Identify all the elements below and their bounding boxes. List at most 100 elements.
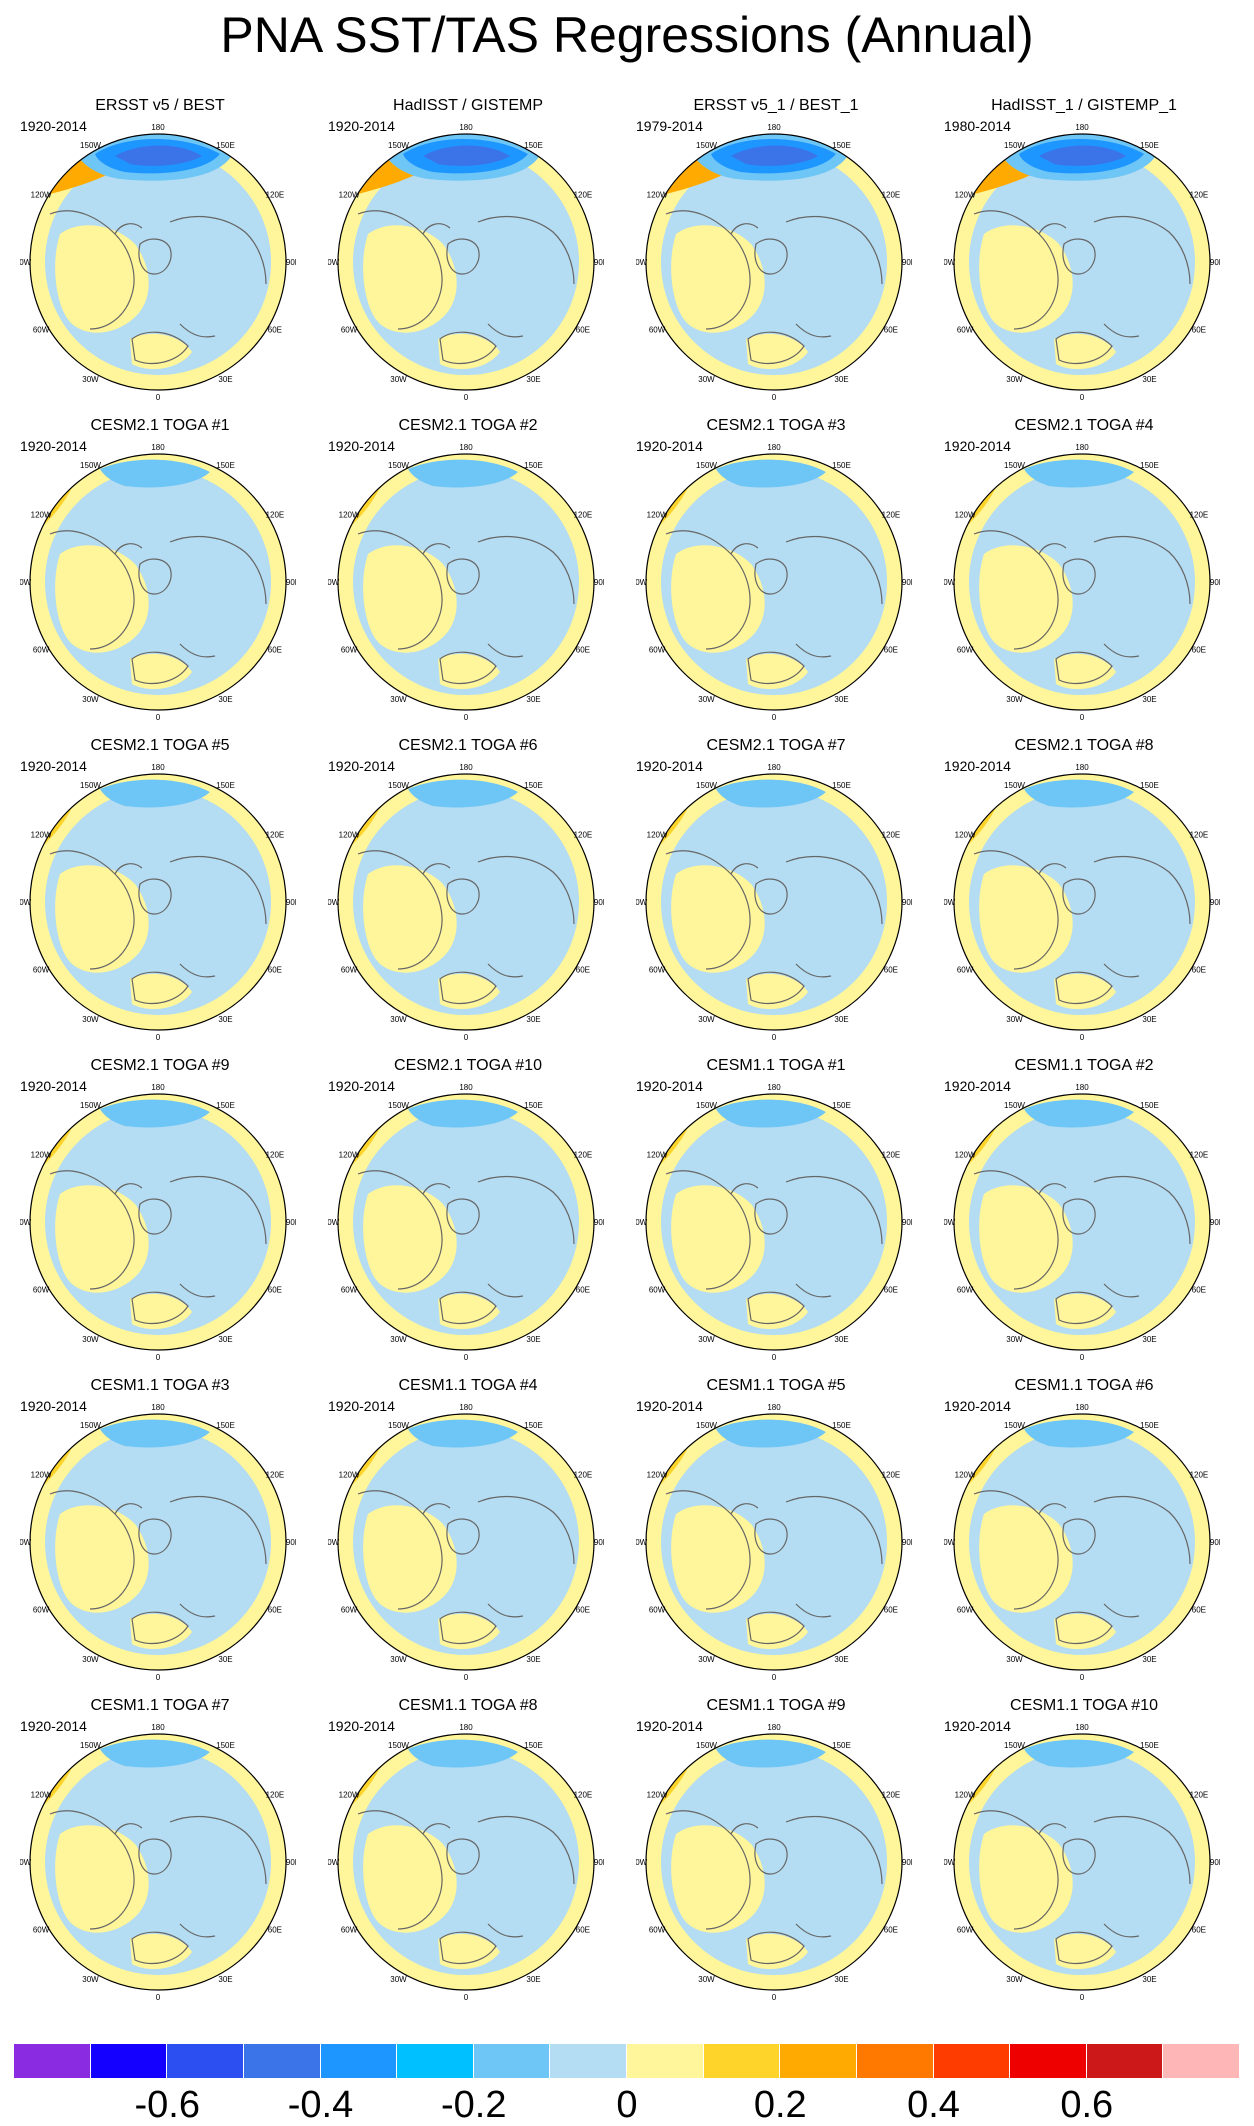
panel-title: ERSST v5 / BEST <box>95 97 225 114</box>
longitude-label: 150W <box>80 1741 101 1750</box>
map-border <box>337 1733 595 1991</box>
coastline-europe <box>439 1611 497 1645</box>
coastline-eurasia <box>785 1495 883 1618</box>
longitude-label: 60W <box>649 1606 666 1615</box>
longitude-label: 150E <box>216 1421 235 1430</box>
cold-anomaly-core <box>1039 145 1126 166</box>
coastline-europe <box>1055 331 1113 365</box>
coastline-north-america <box>973 850 1067 970</box>
longitude-label: 30E <box>218 1975 232 1984</box>
cold-anomaly-core <box>1024 1419 1134 1448</box>
longitude-label: 90W <box>944 898 956 907</box>
longitude-label: 90E <box>286 258 296 267</box>
europe-region <box>746 973 808 1010</box>
map-border <box>645 1733 903 1991</box>
panel-period: 1920-2014 <box>636 758 703 774</box>
north-america-region <box>979 865 1073 973</box>
panel-period: 1920-2014 <box>636 438 703 454</box>
longitude-label: 60E <box>884 646 898 655</box>
cold-anomaly-core <box>100 1419 210 1448</box>
longitude-label: 0 <box>464 1673 469 1680</box>
longitude-label: 90E <box>1210 1858 1220 1867</box>
longitude-label: 30W <box>82 1335 99 1344</box>
coastline-eurasia <box>169 535 267 658</box>
longitude-label: 150W <box>388 461 409 470</box>
north-america-region <box>55 1505 149 1613</box>
map-border <box>29 773 287 1031</box>
coastline-greenland <box>446 1838 480 1875</box>
longitude-label: 150W <box>1004 141 1025 150</box>
longitude-label: 120E <box>574 1151 593 1160</box>
longitude-label: 120E <box>266 511 285 520</box>
longitude-label: 90W <box>20 898 32 907</box>
coastline-north-america <box>665 530 759 650</box>
europe-region <box>1054 653 1116 690</box>
longitude-label: 0 <box>1080 393 1085 400</box>
panel-title: CESM2.1 TOGA #8 <box>1014 737 1154 754</box>
longitude-label: 60E <box>884 326 898 335</box>
longitude-label: 90E <box>1210 578 1220 587</box>
coastline-north-america <box>973 1810 1067 1930</box>
longitude-label: 30W <box>698 1655 715 1664</box>
longitude-label: 30W <box>390 1335 407 1344</box>
cold-anomaly-core <box>716 459 826 488</box>
longitude-label: 0 <box>464 713 469 720</box>
longitude-label: 0 <box>156 1353 161 1360</box>
cold-anomaly-core <box>100 779 210 808</box>
coastline-north-america <box>49 1170 143 1290</box>
panel-period: 1920-2014 <box>636 1718 703 1734</box>
longitude-label: 120E <box>1190 191 1209 200</box>
longitude-label: 60E <box>1192 1926 1206 1935</box>
colorbar-swatch <box>703 2044 781 2078</box>
coastline-greenland <box>446 238 480 275</box>
longitude-label: 150E <box>832 781 851 790</box>
coastline-europe <box>747 971 805 1005</box>
longitude-label: 60W <box>33 1926 50 1935</box>
longitude-label: 90W <box>636 1858 648 1867</box>
longitude-label: 120E <box>882 1791 901 1800</box>
map-border <box>953 453 1211 711</box>
longitude-label: 30W <box>82 1015 99 1024</box>
longitude-label: 150E <box>216 461 235 470</box>
longitude-label: 0 <box>464 1993 469 2000</box>
longitude-label: 120W <box>31 1151 52 1160</box>
longitude-label: 30E <box>526 1975 540 1984</box>
longitude-label: 150E <box>832 461 851 470</box>
europe-region <box>746 1933 808 1970</box>
cold-anomaly-core <box>100 1739 210 1768</box>
longitude-label: 90E <box>1210 1218 1220 1227</box>
eurasia-region <box>473 861 572 980</box>
longitude-label: 90W <box>20 1218 32 1227</box>
longitude-label: 30W <box>1006 375 1023 384</box>
coastline-greenland <box>138 1518 172 1555</box>
europe-region <box>438 653 500 690</box>
longitude-label: 30W <box>698 1335 715 1344</box>
longitude-label: 150E <box>1140 781 1159 790</box>
longitude-label: 150W <box>696 461 717 470</box>
longitude-label: 90W <box>328 1218 340 1227</box>
longitude-label: 30W <box>82 1655 99 1664</box>
longitude-label: 120E <box>266 831 285 840</box>
longitude-label: 60E <box>268 646 282 655</box>
coastline-north-america <box>357 210 451 330</box>
longitude-label: 120E <box>1190 511 1209 520</box>
coastline-north-america <box>973 1490 1067 1610</box>
polar-map: 180 150E 120E 90E 60E 30E 0 30W 60W 90W 120W 150W <box>636 1724 912 2000</box>
eurasia-region <box>1089 1821 1188 1940</box>
longitude-label: 150E <box>832 141 851 150</box>
longitude-label: 60W <box>649 326 666 335</box>
longitude-label: 60E <box>884 1286 898 1295</box>
longitude-label: 150E <box>1140 461 1159 470</box>
longitude-label: 150W <box>80 461 101 470</box>
longitude-label: 180 <box>1075 124 1089 132</box>
longitude-label: 150W <box>696 1421 717 1430</box>
longitude-label: 150W <box>388 1101 409 1110</box>
panel-title: CESM2.1 TOGA #9 <box>90 1057 230 1074</box>
polar-map: 180 150E 120E 90E 60E 30E 0 30W 60W 90W 120W 150W <box>328 1084 604 1360</box>
longitude-label: 150E <box>1140 1421 1159 1430</box>
north-america-region <box>979 545 1073 653</box>
